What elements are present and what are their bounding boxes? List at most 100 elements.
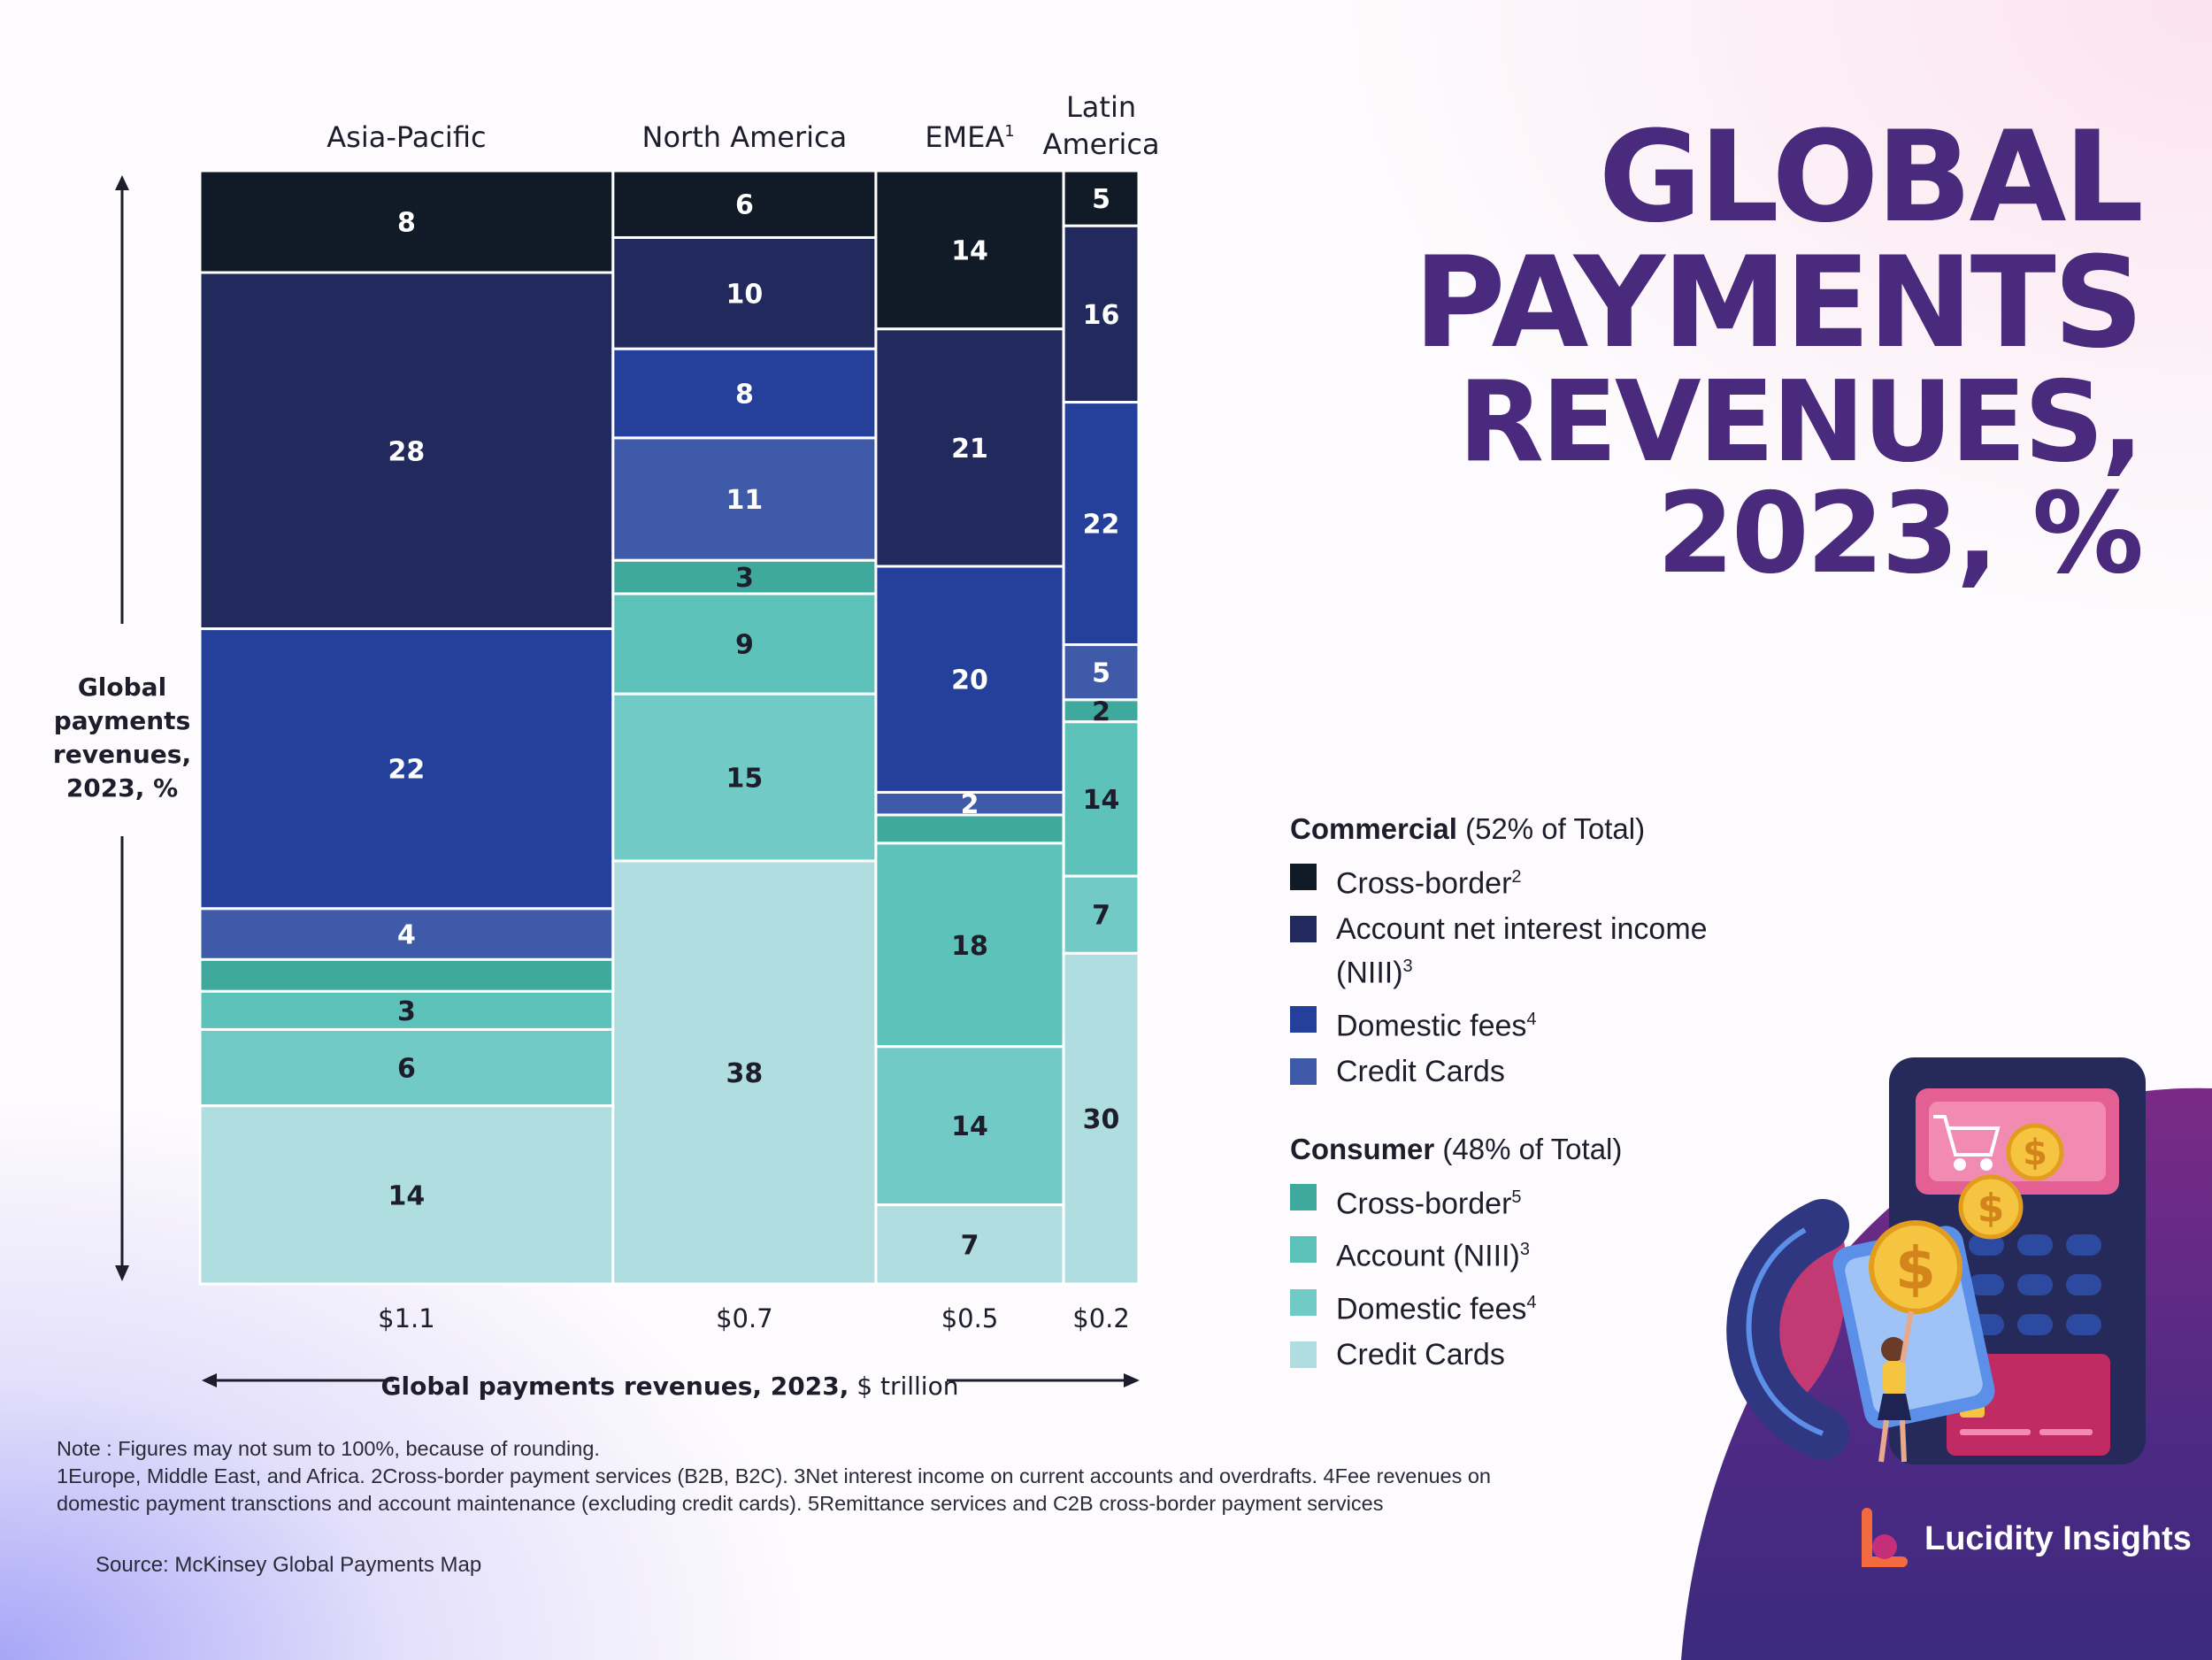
legend-footnote-mark: 4 [1526,1009,1537,1029]
y-axis-arrowhead-down [115,1265,129,1281]
legend-label: Cross-border5 [1336,1187,1522,1221]
region-footnote-mark: 1 [1004,122,1014,141]
legend-label: Credit Cards [1336,1054,1505,1088]
data-label: 6 [735,190,754,221]
bar-segment-north-america-0 [611,169,878,239]
legend-swatch [1290,1005,1317,1033]
bar-segment-north-america-4 [611,558,878,596]
region-label: America [1043,127,1160,161]
bar-segment-latin-america-5 [1062,720,1141,878]
calculator-icon [1889,1057,2146,1464]
footnotes: Note : Figures may not sum to 100%, beca… [57,1435,1561,1518]
legend-item-consumer-2: Domestic fees4 [1290,1284,1732,1327]
data-label: 3 [735,563,754,594]
bar-segment-north-america-2 [611,347,878,440]
legend-swatch [1290,1057,1317,1085]
legend-footnote-mark: 3 [1402,957,1413,977]
title-line-1: GLOBAL [1598,104,2144,250]
page-title: GLOBAL PAYMENTS REVENUES, 2023, % [1256,104,2144,598]
region-label: North America [642,120,848,154]
legend-item-consumer-3: Credit Cards [1290,1336,1732,1373]
legend-item-consumer-0: Cross-border5 [1290,1179,1732,1222]
y-axis-label: payments [54,706,190,735]
x-axis-arrowhead-right [1124,1373,1140,1387]
data-label: 38 [726,1058,764,1089]
data-label: 14 [388,1180,426,1211]
legend-item-commercial-2: Domestic fees4 [1290,1001,1732,1044]
legend-item-consumer-1: Account (NIII)3 [1290,1231,1732,1274]
data-label: 30 [1083,1104,1120,1135]
note-line-3: domestic payment transctions and account… [57,1492,1384,1515]
bar-segment-asia-pacific-0 [198,169,615,274]
legend-swatch [1290,1288,1317,1316]
y-axis-arrowhead-up [115,175,129,190]
legend-consumer-share: (48% of Total) [1442,1132,1623,1165]
legend-swatch [1290,916,1317,943]
data-label: 7 [1092,901,1110,932]
bar-segment-north-america-6 [611,692,878,863]
data-label: 14 [1083,785,1120,816]
bar-segment-latin-america-1 [1062,224,1141,404]
legend-item-commercial-3: Credit Cards [1290,1053,1732,1090]
bar-segment-emea-1 [874,327,1065,568]
title-line-4: 2023, % [1656,468,2144,598]
legend-label: Account (NIII)3 [1336,1239,1530,1273]
data-label: 20 [951,665,988,696]
data-label: 3 [397,996,416,1027]
column-total-label: $0.5 [941,1303,999,1333]
shopping-cart-icon [1933,1115,2001,1171]
dollar-coin-large-icon: $ [1869,1220,1962,1314]
x-axis-label: Global payments revenues, 2023, $ trilli… [381,1372,959,1401]
legend-label: Domestic fees4 [1336,1008,1537,1042]
bar-segment-asia-pacific-2 [198,627,615,911]
bar-segment-latin-america-0 [1062,169,1141,227]
purple-blob-shape [1681,1087,2212,1660]
y-axis-label: Global [78,672,166,702]
leaf-icon [1754,1221,1847,1425]
bar-segment-latin-america-7 [1062,951,1141,1286]
legend-consumer-heading: Consumer (48% of Total) [1290,1133,1732,1166]
source-note: Source: McKinsey Global Payments Map [96,1553,482,1577]
smartphone-icon [1832,1226,1995,1429]
bar-segment-emea-4 [874,813,1065,845]
data-label: 28 [388,436,426,467]
region-label: Latin [1066,90,1136,124]
legend-item-commercial-1: Account net interest income (NIII)3 [1290,911,1732,991]
legend-commercial-heading: Commercial (52% of Total) [1290,812,1732,846]
legend-swatch [1290,1341,1317,1368]
legend-commercial-share: (52% of Total) [1465,812,1646,845]
legend-footnote-mark: 3 [1519,1240,1530,1260]
column-total-label: $1.1 [378,1303,435,1333]
chart-legend: Commercial (52% of Total) Cross-border2 A… [1290,812,1732,1382]
data-label: 6 [397,1054,416,1085]
y-axis-label: 2023, % [66,773,178,803]
legend-footnote-mark: 5 [1511,1187,1522,1207]
data-label: 11 [726,485,764,516]
data-label: 15 [726,764,764,795]
legend-label: Account net interest income (NIII)3 [1336,912,1708,990]
data-label: 5 [1092,658,1110,689]
legend-footnote-mark: 2 [1511,867,1522,887]
note-line-2: 1Europe, Middle East, and Africa. 2Cross… [57,1464,1491,1487]
region-label: EMEA1 [925,120,1014,154]
smartwatch-band-icon [1726,1199,1849,1460]
data-label: 2 [961,789,979,820]
data-label: 4 [397,920,416,951]
legend-swatch [1290,1236,1317,1264]
data-label: 14 [951,1111,988,1142]
data-label: 16 [1083,300,1120,331]
bar-segment-emea-3 [874,790,1065,817]
data-label: 7 [961,1230,979,1261]
dollar-coin-icon: $ $ [1958,1123,2064,1240]
legend-item-commercial-0: Cross-border2 [1290,858,1732,902]
data-label: 5 [1092,184,1110,215]
brand-name: Lucidity Insights [1924,1520,2192,1557]
bar-segment-asia-pacific-6 [198,1027,615,1108]
bar-segment-latin-america-6 [1062,874,1141,955]
person-icon [1878,1310,1914,1463]
legend-label: Domestic fees4 [1336,1291,1537,1326]
note-line-1: Note : Figures may not sum to 100%, beca… [57,1437,600,1460]
bar-segment-latin-america-2 [1062,401,1141,647]
legend-label: Cross-border2 [1336,866,1522,901]
title-line-3: REVENUES, [1457,357,2144,487]
